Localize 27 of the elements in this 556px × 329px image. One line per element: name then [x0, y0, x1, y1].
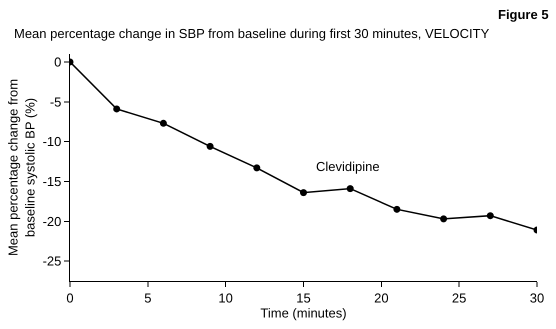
y-tick-label: -25	[42, 254, 62, 269]
y-tick-label: -10	[42, 134, 62, 150]
y-tick-label: -5	[50, 94, 62, 110]
x-tick-label: 10	[218, 290, 233, 306]
y-tick-label: -15	[42, 174, 62, 189]
point	[113, 105, 120, 112]
point	[253, 164, 260, 172]
chart-title: Mean percentage change in SBP from baseline during first 30 minutes, VELOCITY	[14, 26, 490, 41]
y-tick-label: -20	[42, 214, 62, 229]
y-axis-title: Mean percentage change from baseline systolic BP (%)	[6, 78, 38, 256]
x-tick-label: 0	[66, 290, 74, 306]
point	[440, 215, 448, 222]
x-tick-label: 5	[144, 290, 152, 306]
point	[346, 185, 354, 192]
point	[393, 206, 400, 213]
x-axis-title: Time (minutes)	[260, 306, 347, 321]
series-label: Clevidipine	[316, 159, 380, 174]
x-tick-label: 15	[296, 290, 311, 306]
x-tick-label: 30	[530, 290, 544, 306]
point	[486, 212, 494, 220]
point	[160, 120, 167, 127]
x-tick-label: 20	[374, 290, 389, 306]
point	[206, 142, 214, 150]
caption: Figure 5	[498, 7, 549, 22]
y-tick-label: 0	[54, 54, 62, 70]
x-tick-label: 25	[452, 290, 466, 306]
point	[300, 189, 307, 196]
